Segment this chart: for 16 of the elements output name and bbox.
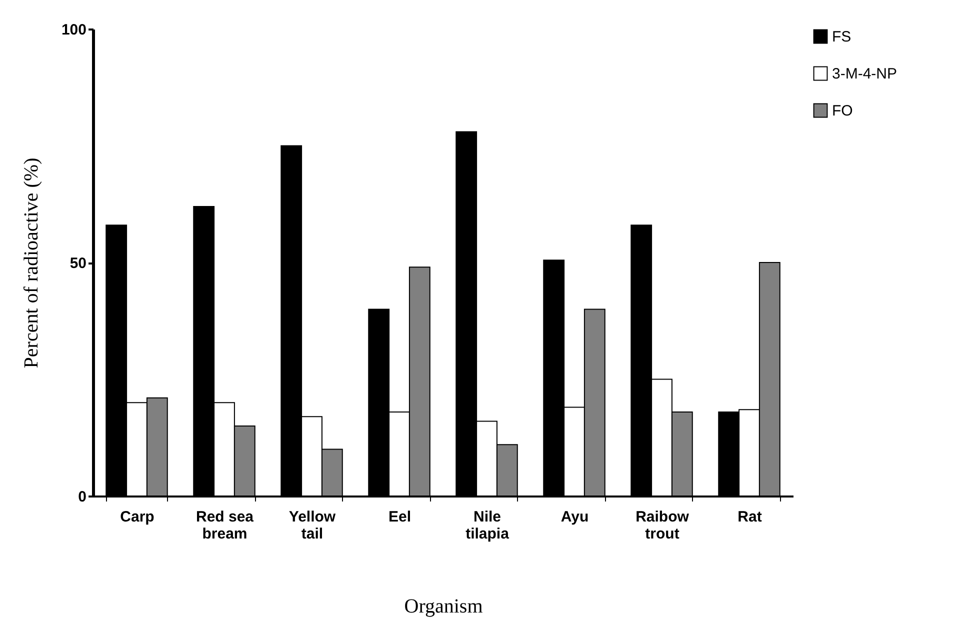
- x-tick-label: Yellow tail: [288, 508, 336, 542]
- x-tick-label: Eel: [388, 508, 412, 526]
- x-axis-title: Organism: [404, 596, 484, 618]
- y-tick-label: 50: [70, 255, 86, 272]
- x-tick-label: Nile tilapia: [466, 508, 510, 542]
- legend-label: 3-M-4-NP: [832, 66, 898, 82]
- y-axis-title: Percent of radioactive (%): [20, 158, 42, 368]
- x-tick-label: Rat: [738, 508, 762, 526]
- x-tick-label: Ayu: [560, 508, 589, 526]
- legend-label: FO: [832, 102, 853, 120]
- x-tick-label: Carp: [120, 508, 154, 526]
- x-tick-label: Raibow trout: [636, 508, 690, 542]
- y-tick-label: 100: [61, 22, 86, 38]
- x-tick-label: Red sea bream: [196, 508, 254, 542]
- legend-label: FS: [832, 28, 852, 46]
- y-tick-label: 0: [78, 488, 86, 506]
